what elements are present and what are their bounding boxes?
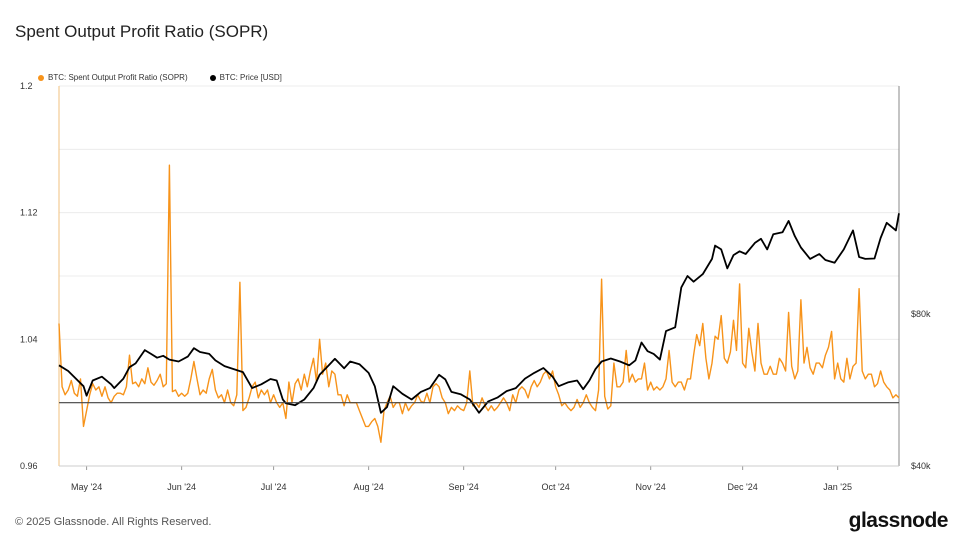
chart-title: Spent Output Profit Ratio (SOPR) [15,22,269,41]
legend-item-sopr[interactable]: BTC: Spent Output Profit Ratio (SOPR) [38,73,188,82]
x-tick-label: Jan '25 [823,482,852,492]
y-left-tick-label: 1.04 [20,334,38,344]
sopr-line [58,164,900,443]
y-right-tick-label: $40k [911,461,931,471]
legend-label-price: BTC: Price [USD] [219,73,282,82]
legend-swatch-sopr [38,74,44,81]
y-left-tick-label: 1.2 [20,81,33,91]
legend-item-price[interactable]: BTC: Price [USD] [209,73,282,82]
x-tick-label: Dec '24 [728,482,758,492]
legend: BTC: Spent Output Profit Ratio (SOPR) BT… [38,73,282,82]
x-tick-label: Jul '24 [261,482,287,492]
x-tick-label: May '24 [71,482,102,492]
y-left-tick-label: 0.96 [20,461,38,471]
glassnode-logo: glassnode [848,509,949,532]
y-right-tick-label: $80k [911,309,931,319]
legend-swatch-price [209,74,216,81]
x-tick-label: Jun '24 [167,482,196,492]
x-tick-label: Oct '24 [542,482,570,492]
x-tick-label: Aug '24 [354,482,384,492]
legend-label-sopr: BTC: Spent Output Profit Ratio (SOPR) [48,73,188,82]
x-tick-label: Nov '24 [636,482,666,492]
y-left-tick-label: 1.12 [20,208,38,218]
x-tick-label: Sep '24 [449,482,479,492]
copyright-text: © 2025 Glassnode. All Rights Reserved. [15,516,212,528]
price-line [58,213,900,414]
